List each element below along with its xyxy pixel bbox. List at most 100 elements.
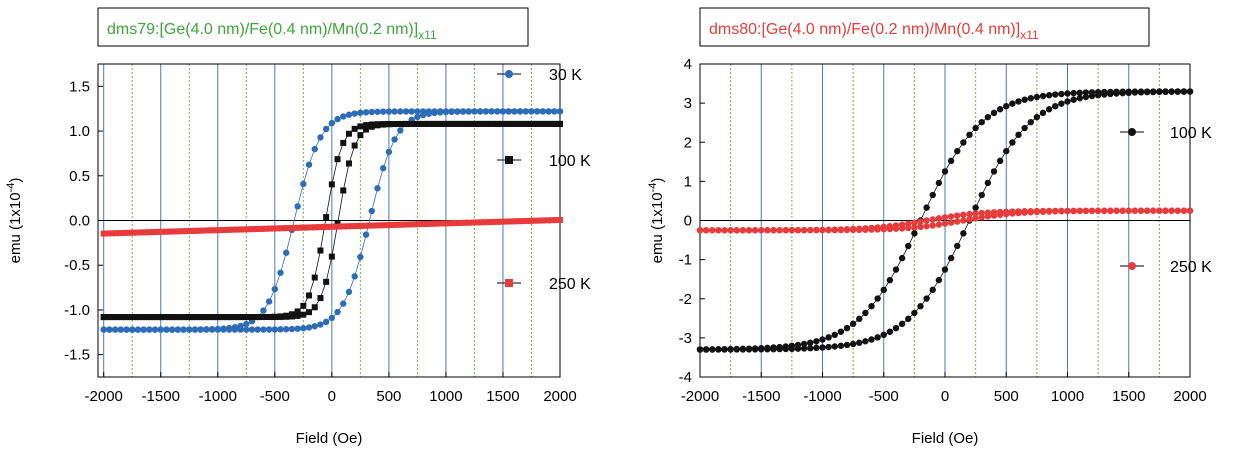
data-point [825,334,832,341]
data-point [1125,88,1132,95]
data-point [283,326,290,333]
data-point [117,326,125,333]
data-point [300,302,307,309]
data-point [340,139,347,146]
data-point [540,217,547,224]
data-point [379,108,387,115]
x-tick-label: -1500 [142,388,180,405]
data-point [277,269,284,276]
data-point [368,121,375,128]
data-point [306,309,313,316]
data-point [129,314,136,321]
data-point [880,223,887,231]
x-tick-label: -2000 [85,388,123,405]
data-point [328,181,335,188]
data-point [1009,208,1016,215]
data-point [522,120,529,127]
data-point [1082,89,1090,96]
data-point [243,314,250,321]
data-point [917,223,924,231]
data-point [454,120,461,127]
data-point [868,303,875,310]
legend-marker [1128,262,1136,270]
data-point [123,314,130,321]
x-tick-label: 2000 [543,388,576,405]
data-point [911,224,918,231]
data-point [488,120,495,127]
data-point [696,227,704,234]
data-point [972,204,979,211]
data-point [1143,88,1151,95]
data-point [150,229,157,236]
y-tick-label: -2 [679,291,692,308]
data-point [349,223,356,230]
data-point [243,326,250,333]
data-point [437,120,444,127]
y-tick-label: 0.0 [69,213,90,230]
data-point [431,108,438,115]
data-point [745,345,753,352]
data-point [960,211,967,218]
data-point [984,179,992,187]
data-point [368,108,375,116]
data-point [133,229,140,236]
y-tick-label: 3 [684,95,692,112]
data-point [250,226,257,233]
data-point [996,106,1004,113]
data-point [935,215,943,222]
data-point [186,326,193,333]
data-point [283,312,290,319]
data-point [849,340,857,348]
x-tick-label: -500 [869,388,899,405]
data-point [380,121,387,128]
data-point [905,220,912,227]
data-point [972,215,979,222]
data-point [322,125,330,133]
data-point [511,120,518,127]
data-point [1009,139,1016,146]
data-point [978,209,985,217]
data-point [960,139,967,146]
y-tick-label: 1.5 [69,78,90,95]
data-point [545,120,552,127]
x-axis-label: Field (Oe) [296,430,363,447]
data-point [425,108,433,115]
data-point [551,120,558,127]
title-box [97,7,529,47]
data-point [112,314,119,321]
data-point [174,326,182,333]
data-point [385,148,393,156]
data-point [819,336,826,343]
data-point [499,120,506,127]
data-point [523,217,530,224]
data-point [831,343,838,350]
data-point [140,326,147,333]
data-point [146,326,153,333]
data-point [533,108,541,115]
data-point [819,344,826,351]
y-tick-label: 0.5 [69,168,90,185]
data-point [1113,88,1120,96]
data-point [517,120,524,127]
data-point [370,222,377,229]
data-point [1168,88,1175,95]
data-point [465,219,472,226]
data-point [941,220,949,227]
data-point [990,109,998,117]
data-point [345,130,352,137]
data-point [357,109,364,116]
data-point [197,326,204,333]
data-point [552,217,559,224]
data-point [432,220,439,227]
data-point [113,230,120,237]
data-point [990,168,998,175]
data-point [191,314,198,321]
data-point [1027,95,1034,102]
data-point [1021,208,1028,215]
data-point [248,326,256,333]
data-point [385,120,392,127]
data-point [391,108,398,115]
data-point [442,120,449,127]
data-point [395,221,402,228]
data-point [1033,93,1041,101]
